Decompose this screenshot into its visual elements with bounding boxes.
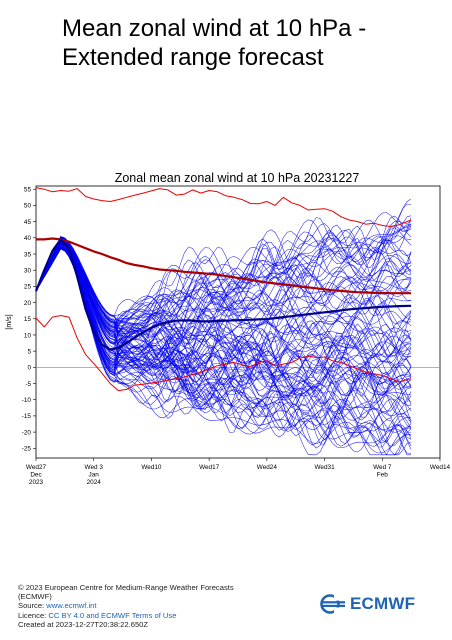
ensemble-member-line	[35, 212, 412, 361]
source-row: Source: www.ecmwf.int	[18, 601, 298, 610]
footer: © 2023 European Centre for Medium-Range …	[18, 583, 298, 629]
x-tick-label: Wed27	[26, 464, 47, 471]
ensemble-member-line	[35, 244, 412, 375]
licence-link[interactable]: CC BY 4.0 and ECMWF Terms of Use	[48, 610, 177, 620]
ensemble-member-line	[35, 224, 412, 349]
y-tick-label: 5	[27, 348, 31, 355]
ensemble-member-line	[35, 228, 412, 339]
ensemble-member-line	[35, 246, 412, 454]
copyright-line-2: (ECMWF)	[18, 592, 52, 602]
x-tick-label: Wed 7	[373, 464, 392, 471]
y-axis-label: [m/s]	[6, 314, 13, 329]
ensemble-member-line	[35, 238, 412, 345]
x-tick-label: Wed24	[257, 464, 278, 471]
source-link[interactable]: www.ecmwf.int	[46, 601, 97, 611]
ensemble-member-line	[35, 248, 412, 447]
page-title-line-1: Mean zonal wind at 10 hPa -	[62, 15, 367, 42]
y-tick-label: -15	[22, 413, 32, 420]
ensemble-member-line	[35, 217, 412, 316]
climate-mean-line	[36, 237, 412, 295]
y-tick-label: 30	[24, 267, 32, 274]
ensemble-member-line	[35, 238, 412, 403]
ensemble-member-line	[35, 223, 412, 371]
y-tick-label: 45	[24, 219, 32, 226]
ensemble-member-line	[35, 241, 412, 326]
zonal-wind-chart: Zonal mean zonal wind at 10 hPa 20231227…	[6, 171, 451, 486]
ensemble-member-line	[35, 243, 412, 394]
y-tick-label: -10	[22, 397, 32, 404]
y-tick-label: 10	[24, 332, 32, 339]
ensemble-member-line	[35, 248, 412, 358]
ensemble-member-line	[35, 236, 412, 409]
x-tick-label: Dec	[30, 471, 42, 478]
y-tick-label: 55	[24, 187, 32, 194]
ensemble-member-line	[35, 240, 412, 406]
ensemble-member-line	[35, 248, 412, 395]
ensemble-member-line	[35, 203, 412, 344]
climate-max-line	[35, 187, 412, 227]
chart-title: Zonal mean zonal wind at 10 hPa 20231227	[115, 171, 360, 185]
ecmwf-logo-icon	[320, 594, 346, 614]
y-tick-label: 20	[24, 300, 32, 307]
y-tick-label: -5	[25, 381, 31, 388]
x-tick-label: 2024	[87, 479, 102, 486]
ensemble-member-line	[35, 239, 412, 440]
ensemble-member-line	[35, 243, 412, 424]
y-tick-label: 40	[24, 235, 32, 242]
y-tick-label: -25	[22, 446, 32, 453]
source-label: Source:	[18, 601, 45, 611]
y-tick-label: 15	[24, 316, 32, 323]
copyright-line-1: © 2023 European Centre for Medium-Range …	[18, 583, 234, 592]
y-axis: -25 -20 -15 -10 -5 0 5 10 15 20 25 30 35 40 45 50 55	[22, 187, 36, 453]
y-tick-label: 35	[24, 251, 32, 258]
y-tick-label: 50	[24, 203, 32, 210]
x-tick-label: Wed31	[315, 464, 336, 471]
x-tick-label: Wed 3	[85, 464, 104, 471]
ensemble-member-line	[35, 237, 412, 328]
ensemble-mean-line	[34, 238, 412, 351]
ensemble-member-line	[35, 246, 412, 345]
climate-min-line	[35, 315, 412, 392]
ensemble-member-line	[35, 247, 412, 383]
ensemble-member-line	[35, 245, 412, 376]
y-tick-label: 25	[24, 284, 32, 291]
y-tick-label: 0	[27, 365, 31, 372]
y-tick-label: -20	[22, 429, 32, 436]
ensemble-member-line	[35, 246, 412, 456]
page-title-line-2: Extended range forecast	[62, 44, 324, 71]
x-tick-label: Wed14	[430, 464, 451, 471]
ensemble-member-line	[35, 236, 412, 432]
licence-row: Licence: CC BY 4.0 and ECMWF Terms of Us…	[18, 611, 298, 620]
x-tick-label: 2023	[29, 479, 44, 486]
ensemble-member-line	[35, 245, 412, 372]
summary-lines	[34, 187, 412, 392]
x-tick-label: Wed17	[199, 464, 220, 471]
x-tick-label: Jan	[89, 471, 100, 478]
page-title: Mean zonal wind at 10 hPa - Extended ran…	[62, 14, 442, 72]
x-tick-label: Wed10	[141, 464, 162, 471]
ensemble-member-line	[35, 242, 412, 373]
licence-label: Licence:	[18, 610, 47, 620]
x-tick-label: Feb	[377, 471, 388, 478]
ecmwf-logo[interactable]: ECMWF	[320, 594, 415, 614]
ensemble-member-line	[35, 240, 412, 429]
created-timestamp: Created at 2023-12-27T20:38:22.650Z	[18, 619, 149, 629]
ensemble-members	[35, 198, 440, 456]
ensemble-member-line	[35, 239, 412, 357]
ecmwf-logo-text: ECMWF	[350, 594, 416, 613]
ensemble-member-line	[35, 237, 412, 364]
